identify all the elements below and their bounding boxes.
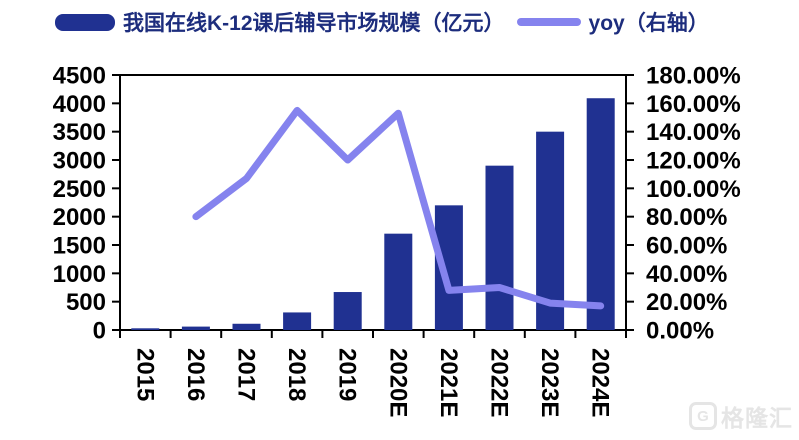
x-axis-label-2019: 2019 [334, 348, 361, 401]
left-axis-label: 3000 [53, 148, 106, 175]
left-axis-label: 2000 [53, 204, 106, 231]
right-axis-label: 40.00% [646, 261, 727, 288]
right-axis-label: 120.00% [646, 148, 741, 175]
bar-series-label: 我国在线K-12课后辅导市场规模（亿元） [123, 12, 505, 35]
x-axis-label-2020E: 2020E [384, 348, 411, 417]
yoy-line [192, 106, 605, 310]
left-axis-label: 0 [93, 318, 106, 345]
right-axis-label: 140.00% [646, 119, 741, 146]
x-axis-label-2015: 2015 [131, 348, 158, 401]
bar-2015 [131, 328, 160, 330]
bar-2020E [384, 233, 413, 330]
right-axis-label: 80.00% [646, 204, 727, 231]
x-axis-label-2024E: 2024E [587, 348, 614, 417]
x-axis-label-2018: 2018 [283, 348, 310, 401]
left-axis-label: 3500 [53, 119, 106, 146]
right-axis-label: 100.00% [646, 176, 741, 203]
x-axis-label-2023E: 2023E [536, 348, 563, 417]
left-axis-label: 4000 [53, 91, 106, 118]
right-axis-label: 180.00% [646, 63, 741, 90]
left-axis-label: 500 [66, 289, 106, 316]
line-series-swatch-icon [516, 18, 581, 26]
gelonghui-logo-icon: G [689, 402, 717, 430]
bar-2017 [232, 323, 261, 330]
left-axis-label: 1500 [53, 233, 106, 260]
left-axis-label: 4500 [53, 63, 106, 90]
right-axis-label: 160.00% [646, 91, 741, 118]
bar-2018 [283, 312, 312, 330]
line-series-label: yoy（右轴） [588, 12, 709, 35]
bar-2019 [333, 292, 362, 330]
x-axis-label-2017: 2017 [233, 348, 260, 401]
x-axis-label-2022E: 2022E [486, 348, 513, 417]
left-axis-label: 1000 [53, 261, 106, 288]
gelonghui-brand-text: 格隆汇 [721, 405, 793, 431]
chart-legend: 我国在线K-12课后辅导市场规模（亿元） yoy（右轴） [55, 8, 709, 36]
right-axis-label: 0.00% [646, 318, 714, 345]
x-axis-label-2021E: 2021E [435, 348, 462, 417]
bar-2016 [181, 326, 210, 330]
gelonghui-watermark: G 格隆汇 [689, 399, 793, 433]
right-axis-label: 20.00% [646, 289, 727, 316]
bar-series-swatch-icon [55, 13, 115, 31]
x-axis-label-2016: 2016 [182, 348, 209, 401]
bar-2022E [485, 165, 514, 330]
bar-2024E [586, 98, 615, 330]
left-axis-label: 2500 [53, 176, 106, 203]
right-axis-label: 60.00% [646, 233, 727, 260]
